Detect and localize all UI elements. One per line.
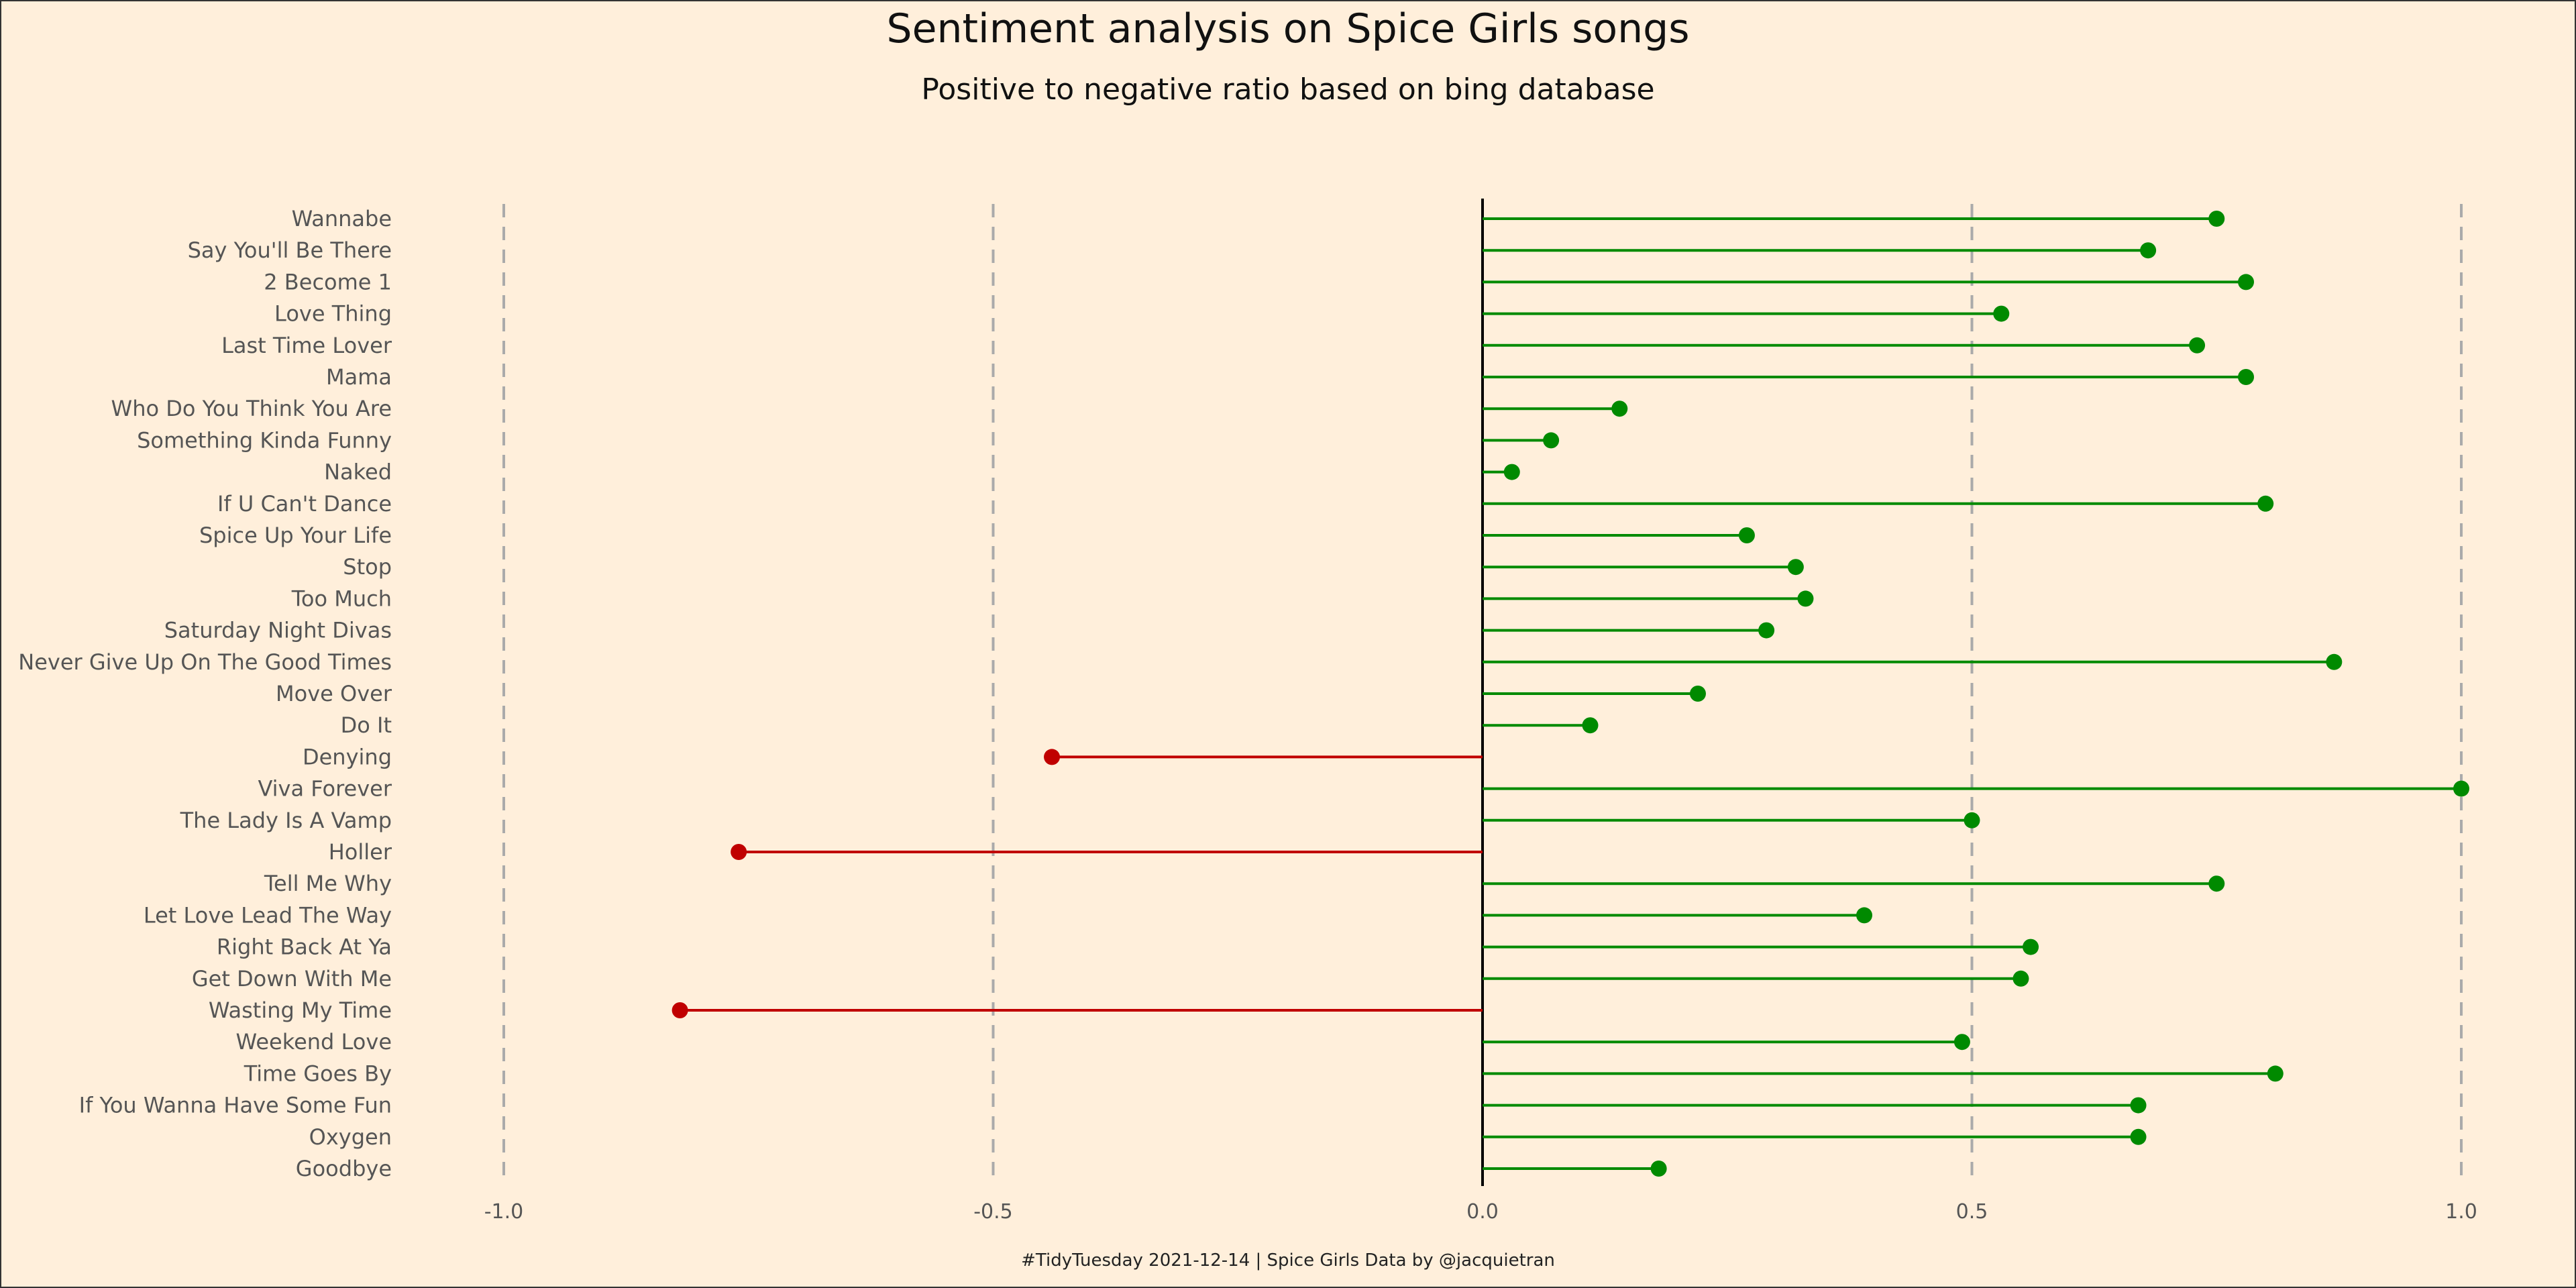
y-tick-label: Naked (324, 460, 392, 485)
lollipop-dot (1503, 464, 1520, 480)
lollipop-dot (2189, 337, 2206, 354)
y-tick-label: Last Time Lover (221, 333, 392, 358)
lollipop-dot (1044, 749, 1061, 765)
lollipop-dots (672, 211, 2469, 1177)
y-tick-label: Tell Me Why (264, 871, 392, 896)
lollipop-stems (680, 217, 2461, 1170)
y-tick-label: Let Love Lead The Way (144, 902, 392, 928)
lollipop-dot (2130, 1097, 2147, 1114)
y-tick-label: Too Much (291, 586, 392, 611)
lollipop-dot (2208, 875, 2225, 892)
lollipop-dot (731, 844, 747, 860)
lollipop-dot (2453, 780, 2469, 797)
y-tick-label: Oxygen (309, 1124, 392, 1150)
y-tick-label: Something Kinda Funny (137, 427, 392, 453)
lollipop-dot (2326, 653, 2343, 670)
y-tick-label: Goodbye (296, 1156, 392, 1181)
y-tick-label: Right Back At Ya (217, 934, 392, 960)
y-axis-labels: Wannabe Say You'll Be There 2 Become 1 Love… (18, 206, 392, 1181)
lollipop-dot (1964, 812, 1980, 828)
lollipop-dot (1953, 1034, 1970, 1051)
y-tick-label: Time Goes By (244, 1061, 392, 1086)
chart-caption: #TidyTuesday 2021-12-14 | Spice Girls Da… (1021, 1250, 1555, 1271)
x-tick-label: -0.5 (973, 1200, 1013, 1224)
lollipop-dot (1758, 622, 1775, 639)
y-tick-label: Say You'll Be There (188, 237, 392, 263)
y-tick-label: Do It (341, 712, 392, 738)
y-tick-label: Stop (343, 554, 392, 580)
y-tick-label: Wasting My Time (209, 998, 392, 1023)
lollipop-dot (2238, 369, 2255, 385)
y-tick-label: 2 Become 1 (264, 269, 392, 294)
y-tick-label: If You Wanna Have Some Fun (79, 1093, 392, 1118)
lollipop-dot (672, 1002, 688, 1018)
x-tick-label: -1.0 (484, 1200, 524, 1224)
lollipop-dot (1738, 527, 1755, 543)
y-tick-label: If U Can't Dance (217, 491, 392, 517)
y-tick-label: Who Do You Think You Are (111, 396, 392, 421)
y-tick-label: Never Give Up On The Good Times (18, 649, 392, 675)
x-tick-label: 0.0 (1466, 1200, 1499, 1224)
lollipop-dot (2023, 938, 2039, 955)
x-tick-label: 1.0 (2445, 1200, 2477, 1224)
lollipop-dot (2012, 970, 2029, 987)
chart-title: Sentiment analysis on Spice Girls songs (886, 5, 1690, 52)
lollipop-dot (1611, 400, 1628, 417)
y-tick-label: Saturday Night Divas (164, 618, 392, 643)
y-tick-label: Mama (326, 364, 392, 390)
gridlines (502, 204, 2463, 1183)
lollipop-dot (1650, 1161, 1667, 1177)
lollipop-dot (2257, 495, 2274, 512)
y-tick-label: Move Over (276, 681, 392, 706)
lollipop-dot (1689, 686, 1706, 702)
lollipop-dot (1797, 590, 1814, 607)
lollipop-dot (1856, 907, 1873, 924)
lollipop-dot (1993, 305, 2010, 322)
y-tick-label: Holler (329, 839, 392, 865)
x-axis-labels: -1.0 -0.5 0.0 0.5 1.0 (484, 1200, 2477, 1224)
lollipop-dot (2140, 242, 2157, 259)
lollipop-dot (2208, 211, 2225, 227)
lollipop-dot (1582, 717, 1599, 734)
y-tick-label: Denying (303, 744, 392, 769)
lollipop-dot (1543, 432, 1560, 449)
y-tick-label: Viva Forever (258, 776, 392, 802)
lollipop-dot (2238, 274, 2255, 290)
lollipop-dot (2267, 1065, 2284, 1082)
y-tick-label: Weekend Love (236, 1029, 392, 1055)
x-tick-label: 0.5 (1956, 1200, 1988, 1224)
y-tick-label: Spice Up Your Life (199, 523, 392, 548)
lollipop-dot (2130, 1128, 2147, 1145)
y-tick-label: Wannabe (292, 206, 392, 231)
lollipop-dot (1787, 559, 1804, 576)
y-tick-label: Love Thing (274, 301, 392, 327)
chart-subtitle: Positive to negative ratio based on bing… (921, 72, 1655, 107)
y-tick-label: Get Down With Me (192, 966, 392, 991)
y-tick-label: The Lady Is A Vamp (180, 808, 392, 833)
